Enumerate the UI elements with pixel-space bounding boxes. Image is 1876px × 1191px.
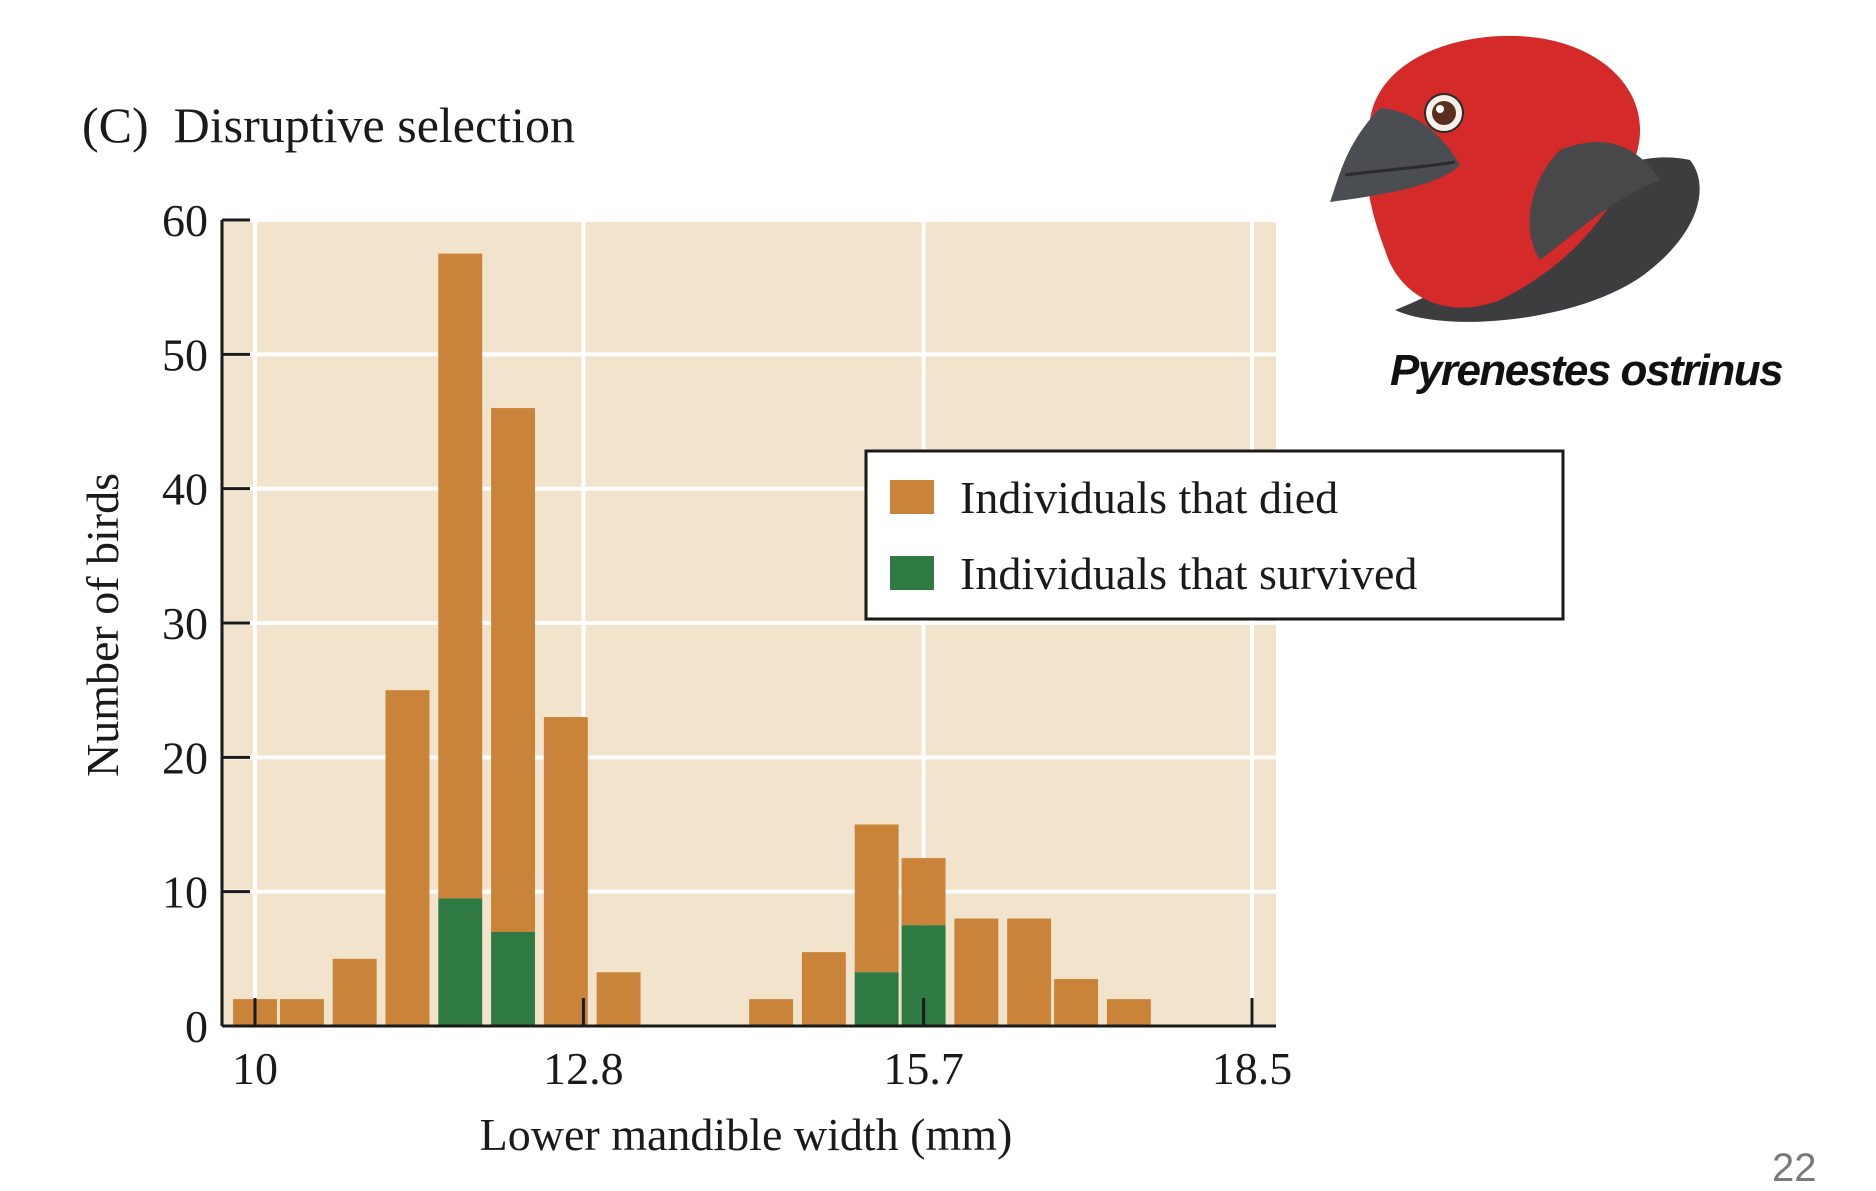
x-tick-label: 10 — [232, 1043, 278, 1094]
bars — [233, 253, 1151, 1026]
bird-head — [1330, 35, 1700, 322]
y-tick-labels: 0 10 20 30 40 50 60 — [162, 195, 208, 1052]
y-tick-label: 60 — [162, 195, 208, 246]
bar-died — [385, 690, 430, 1026]
bar-died — [543, 717, 588, 1026]
legend-swatch-died — [890, 480, 934, 514]
bar-survived — [438, 898, 483, 1026]
bar-died — [1007, 918, 1052, 1026]
chart-title: (C) Disruptive selection — [82, 97, 575, 153]
x-tick-label: 12.8 — [543, 1043, 624, 1094]
legend-label-died: Individuals that died — [960, 472, 1338, 523]
bar-died — [901, 858, 946, 926]
x-tick-label: 15.7 — [883, 1043, 964, 1094]
bar-died — [1054, 978, 1099, 1026]
bar-died — [854, 824, 899, 973]
y-tick-label: 0 — [185, 1001, 208, 1052]
bar-died — [749, 999, 794, 1026]
bar-survived — [854, 972, 899, 1026]
legend-box — [864, 449, 1565, 621]
x-tick-labels: 10 12.8 15.7 18.5 — [232, 1043, 1292, 1094]
axes — [220, 218, 1276, 1028]
bar-died — [438, 253, 483, 899]
y-tick-label: 10 — [162, 867, 208, 918]
bar-died — [1106, 999, 1151, 1026]
y-axis-label: Number of birds — [77, 473, 128, 777]
page-number: 22 — [1772, 1146, 1817, 1190]
bar-survived — [491, 931, 536, 1026]
legend-label-survived: Individuals that survived — [960, 548, 1417, 599]
legend: Individuals that died Individuals that s… — [864, 449, 1565, 621]
y-tick-label: 20 — [162, 732, 208, 783]
y-tick-label: 50 — [162, 329, 208, 380]
bar-died — [596, 972, 641, 1026]
bar-died — [954, 918, 999, 1026]
bar-died — [491, 408, 536, 932]
x-axis-label: Lower mandible width (mm) — [480, 1109, 1013, 1160]
x-tick-label: 18.5 — [1212, 1043, 1293, 1094]
bar-died — [332, 958, 377, 1026]
y-tick-label: 40 — [162, 464, 208, 515]
y-tick-label: 30 — [162, 598, 208, 649]
species-caption: Pyrenestes ostrinus — [1390, 346, 1784, 395]
bar-died — [801, 952, 846, 1026]
bar-died — [279, 999, 324, 1026]
legend-swatch-survived — [890, 556, 934, 590]
